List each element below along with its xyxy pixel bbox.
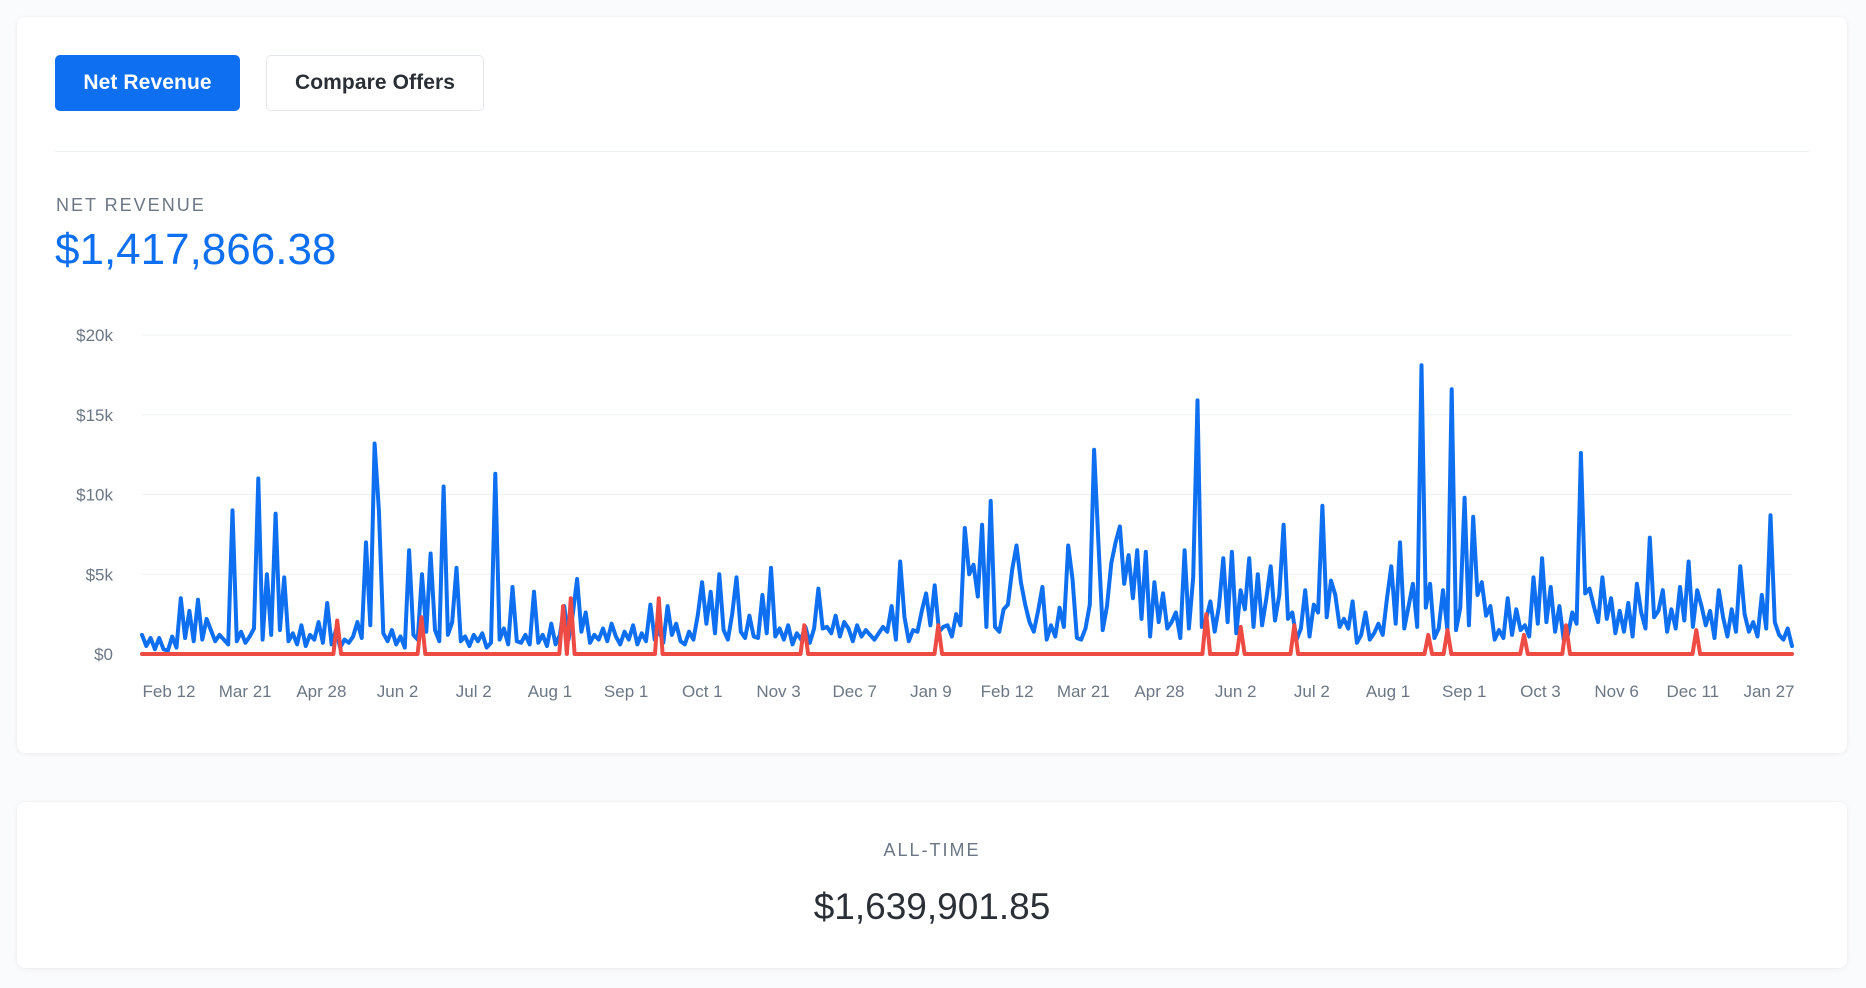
x-tick-label: Sep 1 <box>1442 682 1486 701</box>
x-tick-label: Aug 1 <box>528 682 572 701</box>
x-tick-label: Dec 11 <box>1667 682 1720 701</box>
net-revenue-label: NET REVENUE <box>56 195 206 215</box>
x-tick-label: Jul 2 <box>1294 682 1330 701</box>
y-tick-label: $15k <box>76 406 113 425</box>
x-tick-label: Feb 12 <box>981 682 1034 701</box>
net-revenue-card: Net Revenue Compare Offers NET REVENUE $… <box>17 17 1847 753</box>
x-tick-label: Oct 3 <box>1520 682 1561 701</box>
x-tick-label: Jun 2 <box>377 682 419 701</box>
x-tick-label: Feb 12 <box>143 682 196 701</box>
y-tick-label: $0 <box>94 645 113 664</box>
all-time-label: ALL-TIME <box>883 840 981 860</box>
x-tick-label: Jan 9 <box>910 682 952 701</box>
revenue-series-line <box>140 363 1794 653</box>
all-time-card: ALL-TIME $1,639,901.85 <box>17 802 1847 968</box>
net-revenue-value: $1,417,866.38 <box>55 225 337 274</box>
x-tick-label: Jul 2 <box>456 682 492 701</box>
x-tick-label: Dec 7 <box>833 682 877 701</box>
x-tick-label: Sep 1 <box>604 682 648 701</box>
x-tick-label: Aug 1 <box>1366 682 1410 701</box>
tab-net-revenue[interactable]: Net Revenue <box>55 55 240 111</box>
all-time-value: $1,639,901.85 <box>813 886 1051 927</box>
y-tick-label: $20k <box>76 326 113 345</box>
x-tick-label: Nov 3 <box>756 682 800 701</box>
chart-tabs: Net Revenue Compare Offers <box>55 55 484 111</box>
x-tick-label: Apr 28 <box>1134 682 1184 701</box>
x-tick-label: Oct 1 <box>682 682 723 701</box>
x-tick-label: Mar 21 <box>1057 682 1110 701</box>
x-tick-label: Jun 2 <box>1215 682 1257 701</box>
x-tick-label: Apr 28 <box>296 682 346 701</box>
header-divider <box>55 151 1809 152</box>
revenue-line-chart: $20k $15k $10k $5k $0 Feb 12 Mar 21 Apr 28 Jun 2… <box>76 326 1794 701</box>
secondary-series-line <box>140 596 1794 656</box>
y-tick-label: $10k <box>76 486 113 505</box>
x-tick-label: Jan 27 <box>1743 682 1794 701</box>
x-tick-label: Mar 21 <box>219 682 272 701</box>
y-tick-label: $5k <box>86 565 114 584</box>
tab-compare-offers[interactable]: Compare Offers <box>266 55 484 111</box>
x-tick-label: Nov 6 <box>1594 682 1638 701</box>
